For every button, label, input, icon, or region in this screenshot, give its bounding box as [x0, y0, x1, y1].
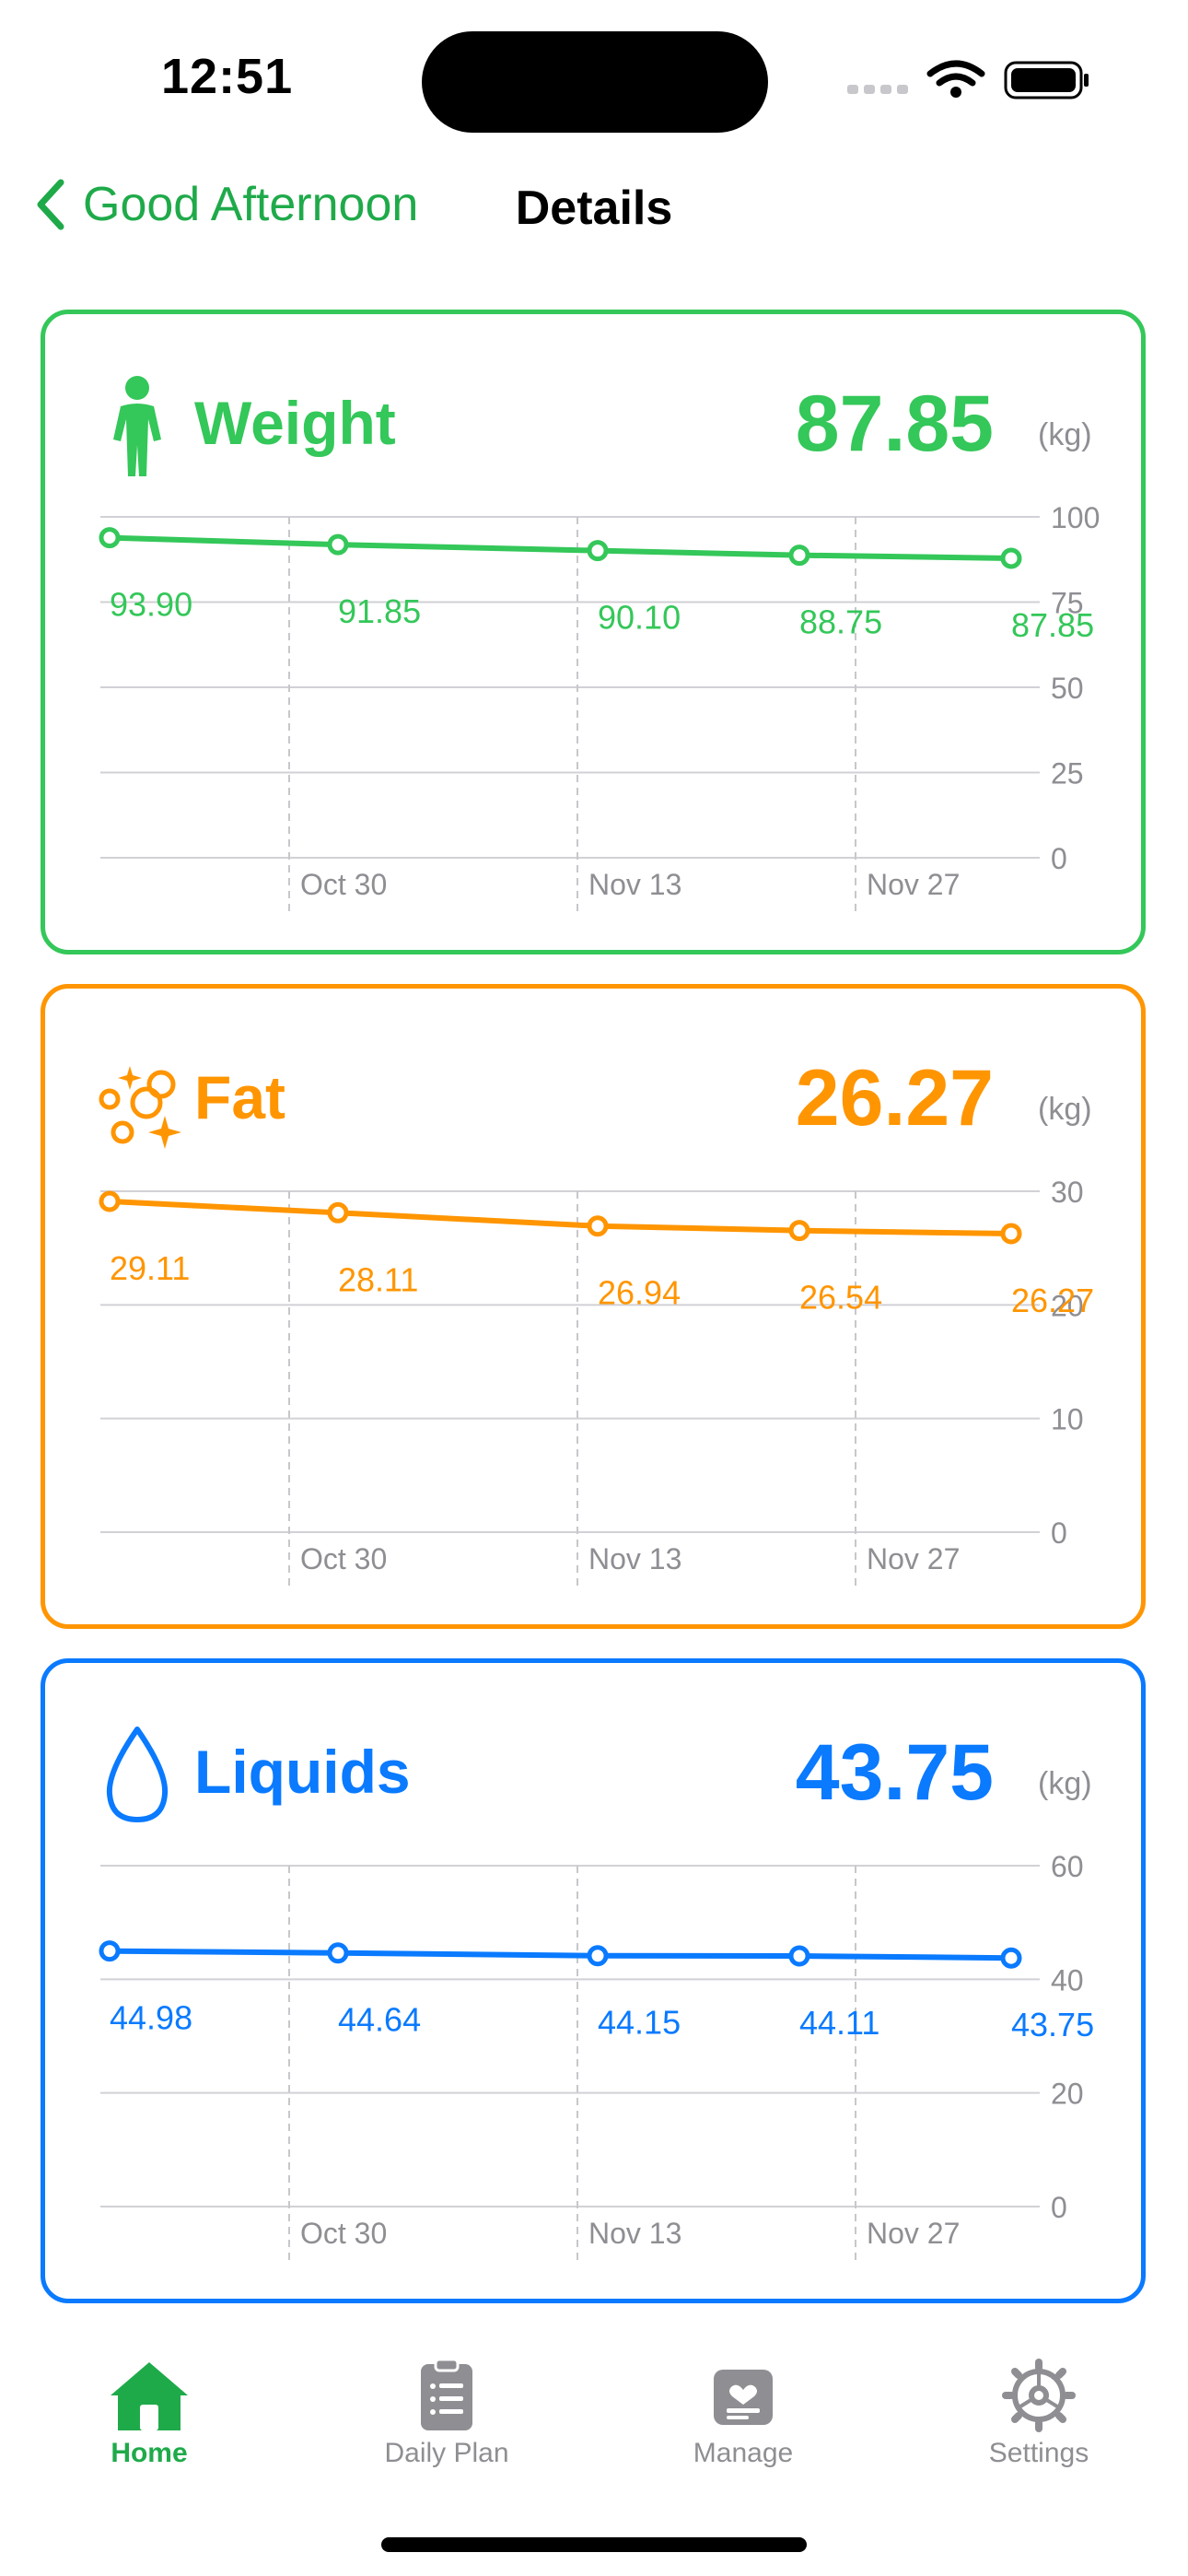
data-point [788, 1220, 810, 1242]
y-tick-label: 50 [1051, 672, 1084, 705]
tab-label: Daily Plan [384, 2438, 509, 2468]
data-label: 91.85 [338, 592, 421, 630]
y-tick-label: 30 [1051, 1176, 1084, 1209]
data-point [327, 533, 349, 556]
y-tick-label: 40 [1051, 1963, 1084, 1996]
y-tick-label: 0 [1051, 842, 1067, 875]
x-tick-label: Nov 27 [867, 2217, 960, 2250]
tab-daily-plan[interactable]: Daily Plan [336, 2359, 557, 2469]
card-unit: (kg) [1038, 417, 1092, 452]
data-point [1000, 547, 1022, 569]
data-point [587, 540, 609, 562]
status-time: 12:51 [161, 49, 294, 104]
page-title: Details [515, 181, 673, 235]
card-value: 26.27 [795, 1054, 994, 1142]
y-tick-label: 20 [1051, 1289, 1084, 1322]
data-label: 44.15 [598, 2004, 681, 2042]
data-point [99, 1190, 121, 1212]
x-tick-label: Nov 13 [588, 2217, 681, 2250]
data-label: 28.11 [338, 1260, 418, 1298]
clipboard-list-icon [421, 2359, 472, 2430]
dynamic-island [422, 31, 768, 133]
data-label: 93.90 [110, 586, 192, 624]
card-title: Fat [194, 1063, 285, 1131]
back-button[interactable]: Good Afternoon [35, 177, 418, 232]
data-label: 90.10 [598, 599, 681, 637]
x-tick-label: Oct 30 [300, 1542, 387, 1575]
x-tick-label: Nov 27 [867, 868, 960, 901]
y-tick-label: 20 [1051, 2078, 1084, 2111]
card-title: Liquids [194, 1738, 411, 1806]
tab-settings[interactable]: Settings [928, 2359, 1149, 2469]
tab-manage[interactable]: Manage [633, 2359, 854, 2469]
data-point [327, 1942, 349, 1964]
liquids-card[interactable]: Liquids 43.75 (kg) 0 20 40 60 Oct 30 Nov 13 No… [41, 1658, 1146, 2303]
y-tick-label: 10 [1051, 1403, 1084, 1436]
data-label: 26.27 [1011, 1282, 1094, 1319]
chevron-left-icon [37, 179, 64, 230]
home-indicator [381, 2537, 807, 2552]
tab-label: Manage [693, 2438, 794, 2468]
data-point [99, 1940, 121, 1962]
data-label: 43.75 [1011, 2006, 1094, 2043]
x-tick-label: Oct 30 [300, 2217, 387, 2250]
card-value: 43.75 [795, 1728, 994, 1817]
liquids-chart: 0 20 40 60 Oct 30 Nov 13 Nov 27 44.98 44.64 44.15… [99, 1850, 1094, 2262]
y-tick-label: 0 [1051, 2191, 1067, 2224]
data-label: 87.85 [1011, 606, 1094, 644]
person-standing-icon [113, 376, 161, 476]
data-point [1000, 1947, 1022, 1969]
heart-card-icon [714, 2370, 773, 2425]
x-tick-label: Nov 13 [588, 1542, 681, 1575]
data-label: 44.98 [110, 1999, 192, 2037]
card-value: 87.85 [795, 380, 994, 468]
tab-home[interactable]: Home [39, 2359, 260, 2469]
card-unit: (kg) [1038, 1092, 1092, 1127]
bubbles-sparkle-icon [99, 1066, 181, 1149]
battery-icon [1004, 61, 1089, 100]
data-label: 29.11 [110, 1249, 190, 1287]
tab-label: Settings [988, 2438, 1089, 2468]
wifi-icon [926, 60, 985, 87]
fat-chart: 0 10 20 30 Oct 30 Nov 13 Nov 27 29.11 28.11 26.94… [99, 1176, 1094, 1587]
data-label: 44.64 [338, 2001, 421, 2039]
data-point [587, 1215, 609, 1237]
data-point [788, 1945, 810, 1967]
tab-label: Home [111, 2438, 188, 2468]
cellular-signal-icon [847, 85, 908, 94]
data-point [99, 527, 121, 549]
y-tick-label: 25 [1051, 757, 1084, 790]
data-point [788, 544, 810, 567]
back-button-label: Good Afternoon [83, 178, 419, 231]
data-label: 88.75 [799, 603, 882, 641]
weight-card[interactable]: Weight 87.85 (kg) 0 25 50 75 100 Oct 30 Nov 13… [41, 310, 1146, 954]
series-line [109, 1198, 1012, 1237]
data-point [587, 1945, 609, 1967]
y-tick-label: 75 [1051, 587, 1084, 620]
fat-card[interactable]: Fat 26.27 (kg) 0 10 20 30 Oct 30 Nov 13 Nov 27… [41, 984, 1146, 1629]
x-tick-label: Nov 27 [867, 1542, 960, 1575]
data-label: 26.54 [799, 1279, 882, 1317]
data-label: 26.94 [598, 1274, 681, 1312]
card-title: Weight [194, 389, 396, 457]
gear-icon [1002, 2359, 1076, 2432]
series-line [109, 534, 1012, 561]
status-icons [847, 57, 1096, 103]
data-point [327, 1201, 349, 1224]
data-label: 44.11 [799, 2004, 879, 2042]
water-drop-icon [106, 1727, 169, 1822]
card-unit: (kg) [1038, 1766, 1092, 1801]
x-tick-label: Oct 30 [300, 868, 387, 901]
data-point [1000, 1223, 1022, 1245]
series-line [109, 1948, 1012, 1961]
y-tick-label: 100 [1051, 501, 1100, 534]
weight-chart: 0 25 50 75 100 Oct 30 Nov 13 Nov 27 93.90 91.85 90… [99, 501, 1100, 913]
y-tick-label: 0 [1051, 1516, 1067, 1550]
y-tick-label: 60 [1051, 1850, 1084, 1883]
x-tick-label: Nov 13 [588, 868, 681, 901]
house-icon [111, 2362, 188, 2430]
